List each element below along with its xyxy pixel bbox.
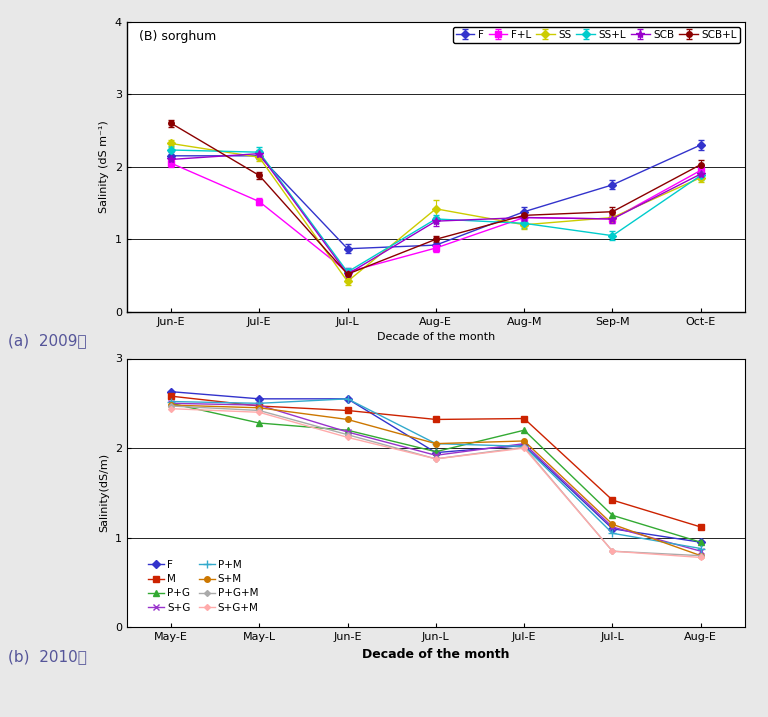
Y-axis label: Salinity (dS m⁻¹): Salinity (dS m⁻¹) [99, 120, 109, 213]
P+G+M [166, 402, 175, 410]
P+G+M [696, 551, 705, 560]
Text: (b)  2010년: (b) 2010년 [8, 649, 87, 664]
P+G+M [431, 455, 440, 463]
S+G [519, 440, 528, 448]
Line: S+G: S+G [167, 400, 704, 555]
F [254, 394, 264, 403]
S+M [519, 437, 528, 445]
X-axis label: Decade of the month: Decade of the month [362, 647, 510, 661]
F [431, 448, 440, 457]
Line: S+M: S+M [168, 402, 703, 559]
S+G+M [696, 554, 705, 562]
S+G+M [254, 408, 264, 417]
S+G+M [166, 404, 175, 413]
M [696, 523, 705, 531]
Line: P+G+M: P+G+M [169, 404, 703, 558]
S+M [431, 440, 440, 448]
P+M [696, 544, 705, 553]
P+M [166, 397, 175, 406]
P+G [608, 511, 617, 520]
P+G [166, 399, 175, 407]
Legend: F, M, P+G, S+G, P+M, S+M, P+G+M, S+G+M: F, M, P+G, S+G, P+M, S+M, P+G+M, S+G+M [144, 556, 263, 617]
P+M [254, 399, 264, 407]
Line: S+G+M: S+G+M [169, 407, 703, 559]
Line: M: M [168, 394, 703, 530]
M [431, 415, 440, 424]
S+G [431, 451, 440, 460]
M [254, 402, 264, 410]
F [166, 387, 175, 396]
P+G+M [254, 406, 264, 414]
P+M [431, 440, 440, 448]
Line: P+G: P+G [168, 401, 703, 545]
S+G [254, 401, 264, 409]
M [519, 414, 528, 423]
Legend: F, F+L, SS, SS+L, SCB, SCB+L: F, F+L, SS, SS+L, SCB, SCB+L [452, 27, 740, 43]
M [166, 391, 175, 400]
Line: P+M: P+M [167, 394, 705, 553]
P+G [343, 426, 352, 435]
S+M [254, 404, 264, 412]
P+G [696, 538, 705, 546]
S+M [608, 520, 617, 528]
S+M [343, 415, 352, 424]
F [519, 441, 528, 450]
S+G [166, 399, 175, 407]
P+M [608, 529, 617, 538]
S+G+M [431, 455, 440, 463]
Line: F: F [168, 389, 703, 545]
P+G [519, 426, 528, 435]
S+G+M [608, 547, 617, 556]
M [608, 496, 617, 505]
P+G+M [608, 547, 617, 556]
S+M [166, 401, 175, 409]
S+G+M [519, 444, 528, 452]
Y-axis label: Salinity(dS/m): Salinity(dS/m) [99, 453, 109, 533]
S+G [696, 547, 705, 556]
P+G [254, 419, 264, 427]
P+M [519, 442, 528, 451]
F [608, 525, 617, 533]
P+G+M [343, 430, 352, 439]
S+G [608, 523, 617, 531]
Text: (B) sorghum: (B) sorghum [139, 30, 217, 43]
X-axis label: Decade of the month: Decade of the month [377, 332, 495, 342]
Text: (a)  2009년: (a) 2009년 [8, 333, 86, 348]
P+G+M [519, 443, 528, 452]
P+M [343, 394, 352, 403]
F [343, 394, 352, 403]
S+G+M [343, 433, 352, 442]
S+M [696, 551, 705, 560]
S+G [343, 427, 352, 436]
M [343, 406, 352, 414]
P+G [431, 447, 440, 456]
F [696, 538, 705, 546]
